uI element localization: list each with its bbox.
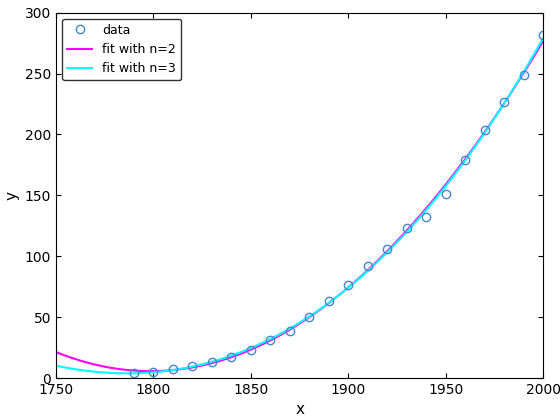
X-axis label: x: x <box>295 402 304 417</box>
Legend: data, fit with n=2, fit with n=3: data, fit with n=2, fit with n=3 <box>62 19 181 80</box>
Y-axis label: y: y <box>4 191 19 200</box>
